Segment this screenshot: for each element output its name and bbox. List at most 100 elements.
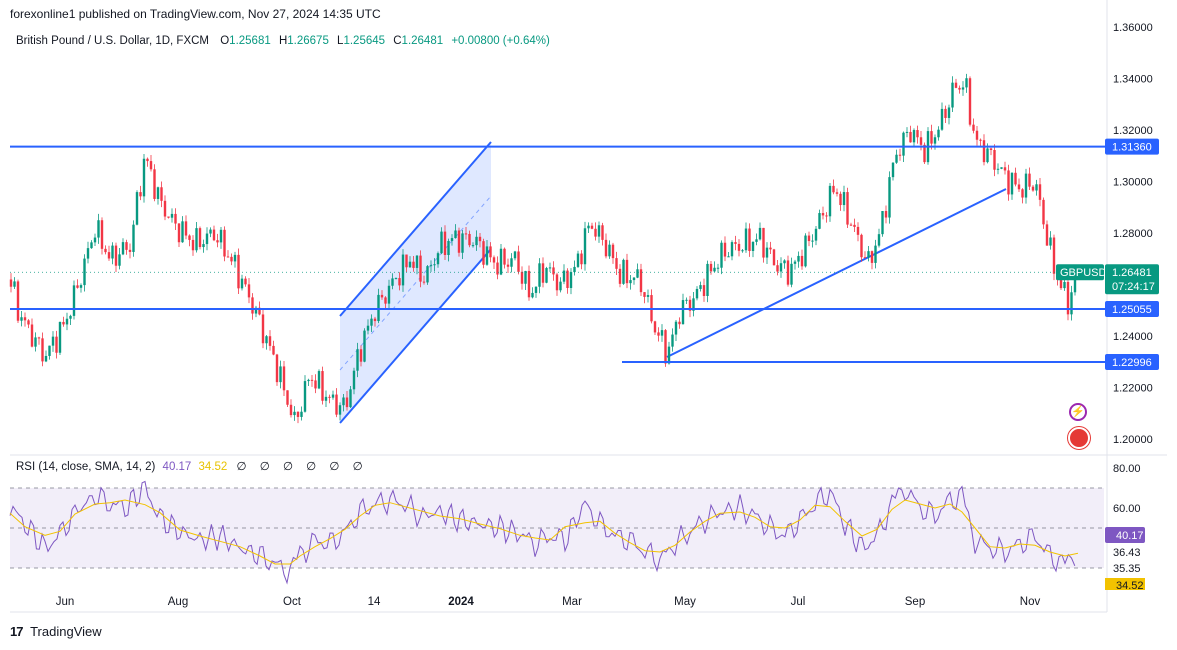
candle-body — [961, 87, 965, 90]
candle-body — [741, 250, 744, 252]
candle-body — [160, 187, 163, 201]
candle-body — [744, 228, 748, 251]
y-tick-label: 1.34000 — [1113, 74, 1153, 86]
candle-body — [527, 270, 531, 298]
candle-body — [412, 261, 415, 268]
candle-body — [846, 192, 849, 225]
candle-body — [426, 266, 429, 283]
candle-body — [597, 225, 601, 237]
candle-body — [853, 224, 856, 227]
candle-body — [860, 234, 863, 258]
candle-body — [573, 266, 576, 273]
candle-body — [223, 229, 226, 257]
us-flag-icon[interactable] — [1068, 427, 1090, 449]
candle-body — [835, 192, 839, 194]
candle-body — [814, 228, 818, 241]
symbol-legend: British Pound / U.S. Dollar, 1D, FXCM O1… — [16, 35, 555, 47]
low-value: 1.25645 — [343, 35, 386, 47]
candle-body — [338, 405, 342, 415]
candle-body — [321, 371, 324, 401]
candle-body — [349, 389, 352, 408]
candle-body — [51, 336, 55, 346]
candle-body — [142, 158, 146, 197]
candle-body — [30, 324, 34, 347]
lightning-icon[interactable]: ⚡ — [1069, 403, 1087, 421]
candle-body — [114, 245, 118, 266]
price-channel — [339, 141, 1007, 424]
candle-body — [587, 225, 590, 229]
x-tick-label: Aug — [168, 596, 188, 608]
candle-body — [615, 258, 618, 269]
candle-body — [1014, 172, 1017, 185]
tradingview-footer[interactable]: 17 TradingView — [10, 624, 102, 639]
candle-body — [944, 108, 947, 118]
candle-body — [121, 242, 125, 255]
close-value: 1.26481 — [401, 35, 444, 47]
channel-lower — [339, 248, 492, 424]
level-badge — [1105, 300, 1159, 317]
candle-body — [702, 285, 706, 296]
candle-body — [993, 149, 996, 170]
candle-body — [569, 272, 573, 288]
candle-body — [713, 267, 716, 272]
candle-body — [531, 292, 534, 298]
trendline — [666, 188, 1007, 358]
candle-body — [506, 264, 510, 267]
candle-body — [380, 294, 384, 298]
candle-body — [839, 193, 842, 206]
candle-body — [776, 265, 779, 272]
candle-body — [513, 251, 517, 259]
candle-body — [517, 251, 520, 272]
candle-body — [202, 244, 205, 248]
candle-body — [419, 255, 422, 282]
x-tick-label: Nov — [1020, 596, 1041, 608]
candle-body — [636, 269, 639, 278]
candle-body — [363, 330, 366, 362]
candle-body — [1052, 237, 1056, 274]
last-price-badge — [1105, 264, 1159, 295]
candle-body — [1007, 170, 1010, 195]
candle-body — [1066, 281, 1070, 315]
candle-body — [916, 130, 919, 138]
candle-body — [72, 285, 76, 316]
candle-body — [436, 253, 440, 265]
candle-body — [930, 131, 933, 144]
x-tick-label: Oct — [283, 596, 302, 608]
candle-body — [443, 231, 447, 255]
high-label: H — [278, 35, 288, 47]
candle-body — [727, 256, 730, 258]
tradingview-brand: TradingView — [30, 624, 102, 639]
candle-body — [475, 236, 478, 246]
candle-body — [979, 139, 982, 141]
candle-body — [1059, 280, 1063, 289]
candle-body — [13, 281, 16, 287]
rsi-sma-value: 34.52 — [198, 461, 228, 473]
countdown-label: 07:24:17 — [1112, 281, 1155, 293]
rsi-label: RSI (14, close, SMA, 14, 2) — [16, 461, 156, 473]
candle-body — [251, 297, 254, 314]
rsi-line — [9, 480, 1076, 585]
candle-body — [408, 261, 412, 268]
candle-body — [23, 317, 27, 321]
y-tick-label: 1.28000 — [1113, 228, 1153, 240]
candle-body — [797, 255, 800, 262]
candle-body — [639, 269, 643, 293]
candle-body — [895, 154, 898, 163]
rsi-legend: RSI (14, close, SMA, 14, 2) 40.17 34.52 … — [16, 459, 368, 473]
close-label: C — [393, 35, 402, 47]
candle-body — [93, 237, 97, 243]
candle-body — [951, 82, 954, 108]
candle-body — [692, 298, 695, 311]
candle-body — [937, 129, 940, 138]
rsi-pane — [9, 480, 1104, 585]
candle-body — [191, 239, 195, 251]
candle-body — [664, 330, 667, 364]
candle-body — [415, 255, 419, 268]
horizontal-levels — [10, 145, 1107, 363]
symbol-badge — [1056, 264, 1104, 281]
candle-body — [97, 220, 100, 238]
candle-body — [307, 379, 310, 382]
candle-body — [748, 228, 751, 252]
candle-body — [685, 299, 688, 301]
